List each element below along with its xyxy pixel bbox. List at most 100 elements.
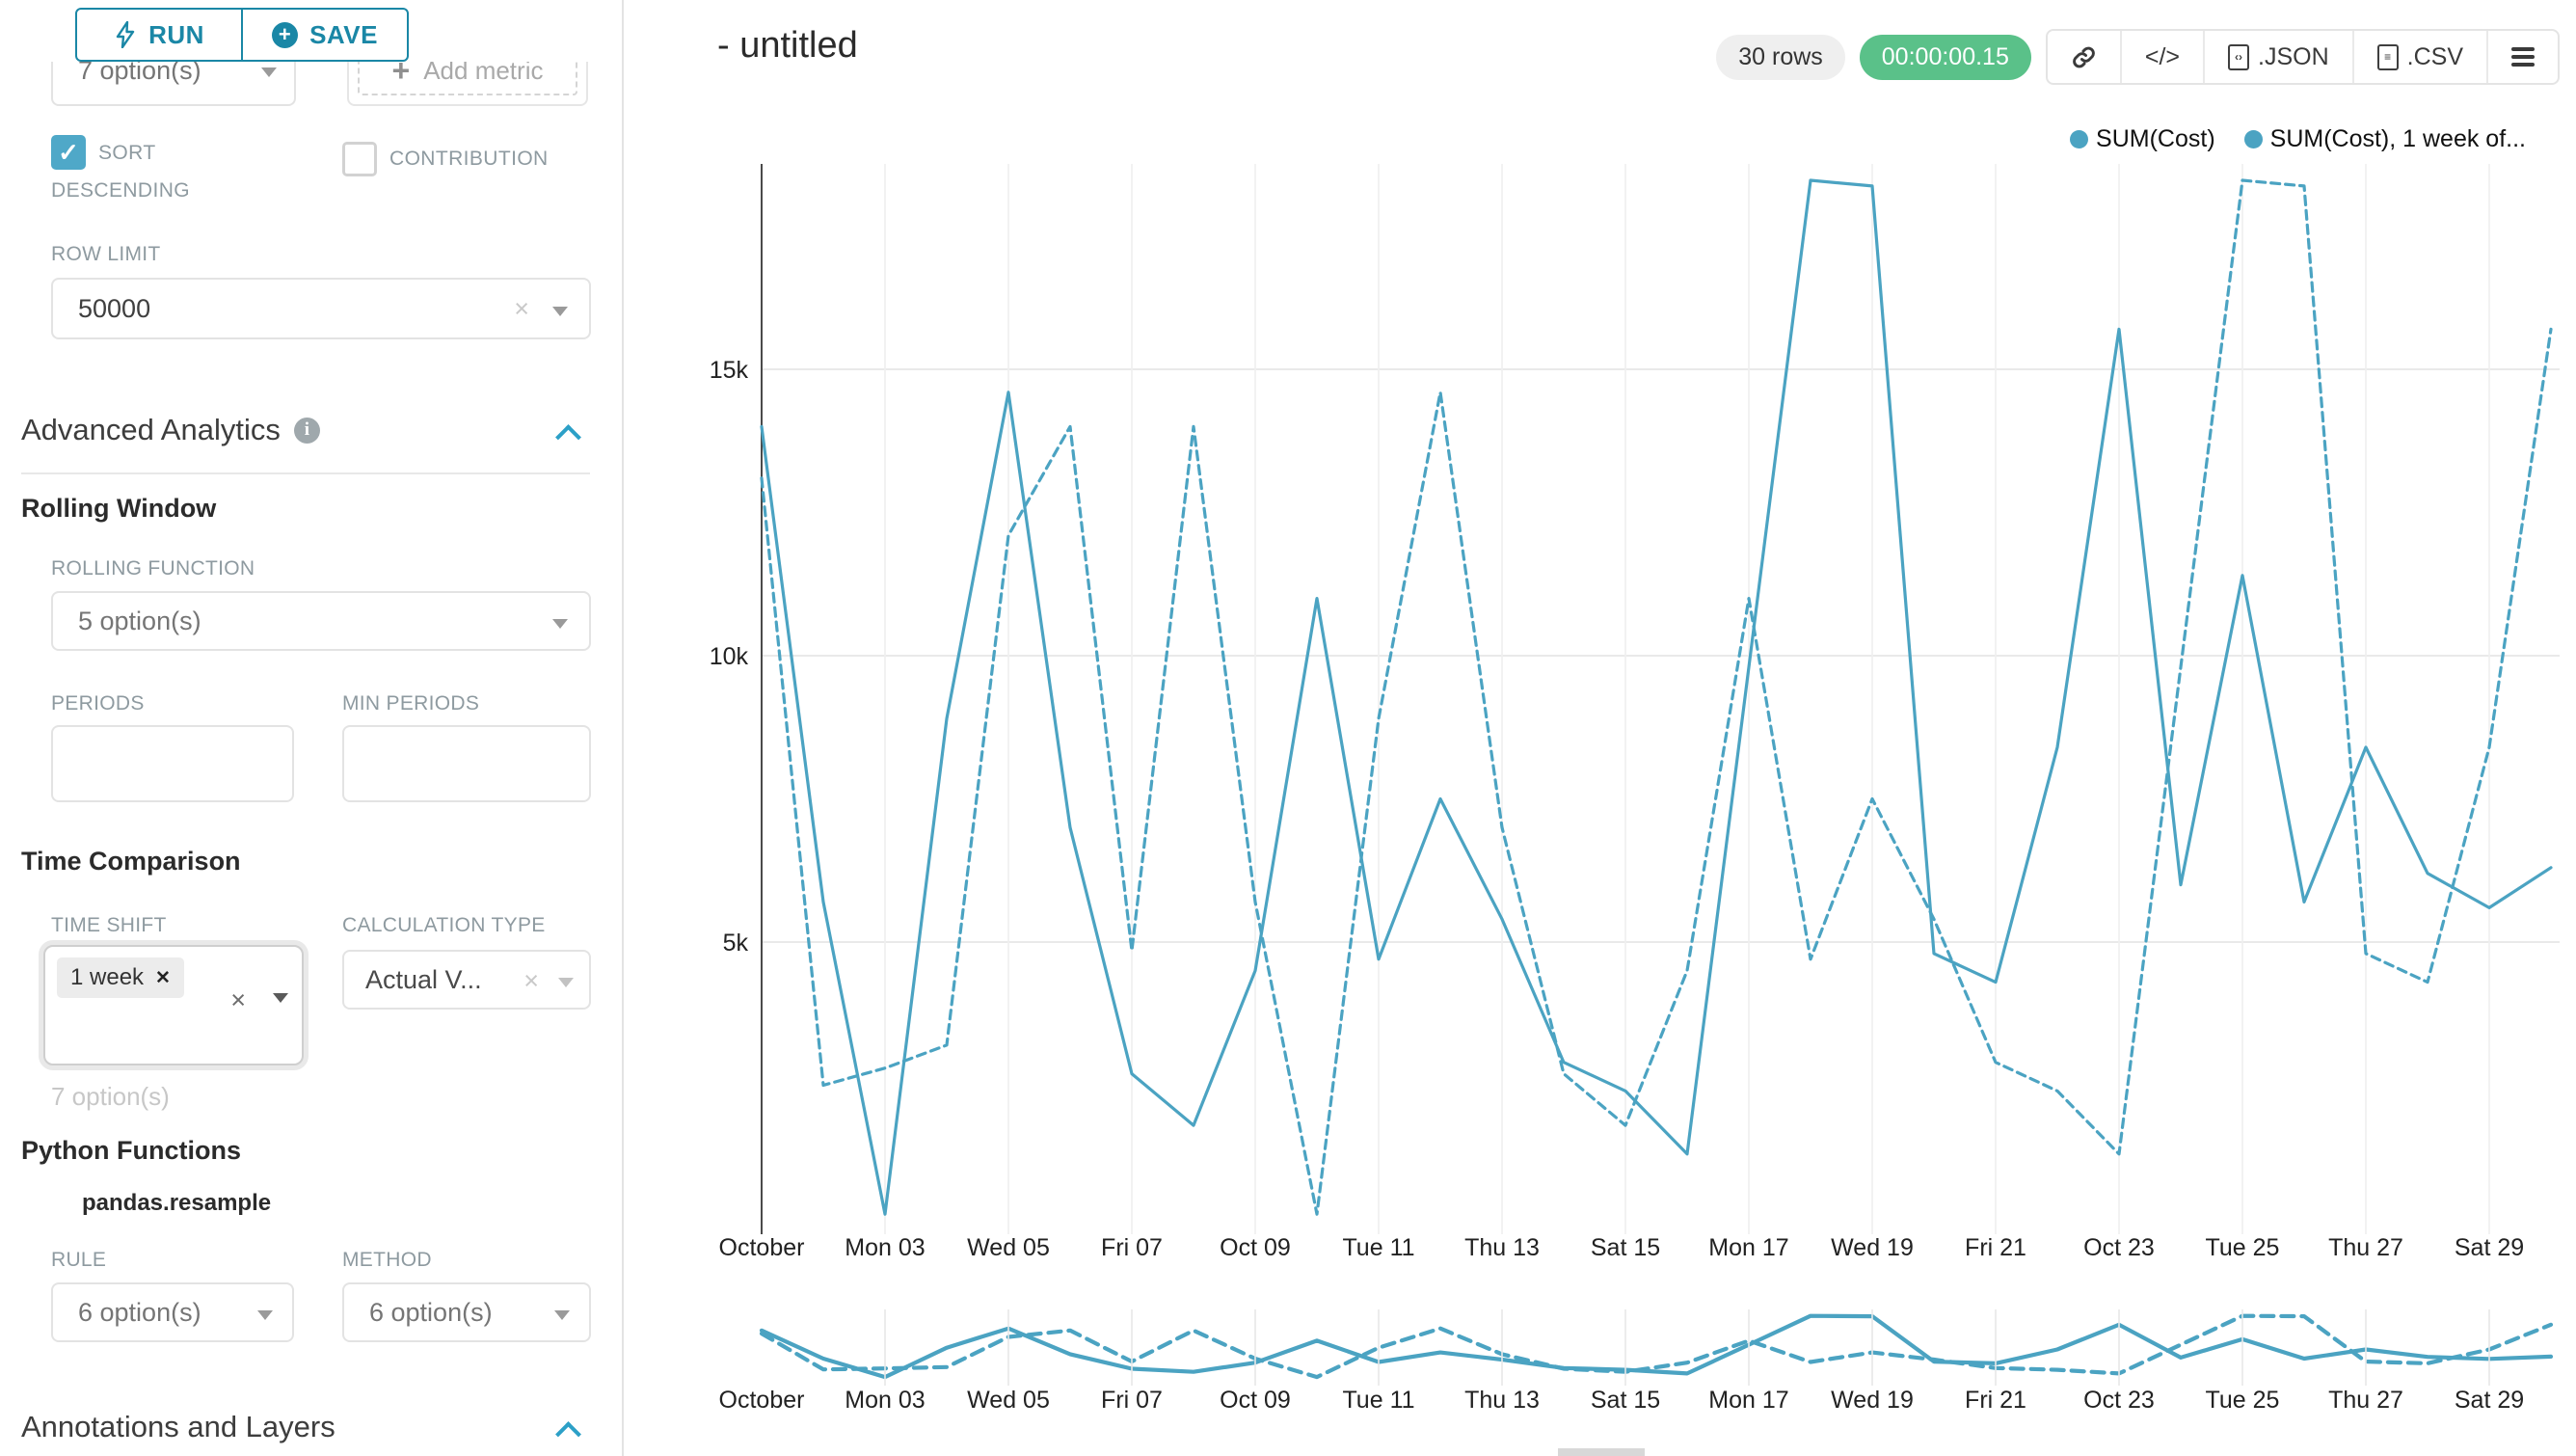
remove-tag-icon[interactable]: ✕ [155,967,171,988]
lightning-bolt-icon [116,21,135,48]
mini-x-axis-tick-label: Sat 15 [1591,1387,1660,1414]
chevron-down-icon[interactable] [273,993,288,1003]
code-icon: </> [2144,42,2181,70]
mini-x-axis-tick-label: Tue 11 [1342,1387,1414,1414]
chart-panel: - untitled 30 rows 00:00:00.15 </> ‹› .J… [636,0,2576,1456]
line-chart[interactable]: 5k 10k 15k October October Mon 03 Mon 03 Wed 05… [636,125,2576,1456]
method-select[interactable]: 6 option(s) [342,1282,591,1342]
mini-x-axis-tick-label: Wed 19 [1831,1387,1914,1414]
info-icon[interactable]: i [293,417,320,444]
method-value: 6 option(s) [369,1297,493,1327]
row-limit-value: 50000 [78,293,151,323]
chevron-down-icon[interactable] [558,978,574,987]
x-axis-tick-label: Tue 11 [1342,1234,1414,1261]
mini-x-axis-tick-label: Wed 05 [967,1387,1050,1414]
sort-descending-checkbox[interactable]: ✓ [51,135,86,170]
method-label: METHOD [342,1249,432,1271]
section-divider [21,472,590,474]
file-icon: ≡ [2376,43,2399,70]
rule-value: 6 option(s) [78,1297,201,1327]
contribution-checkbox[interactable] [342,142,377,176]
row-count-badge: 30 rows [1716,34,1845,80]
chevron-down-icon[interactable] [257,1310,273,1320]
x-axis-tick-label: Mon 03 [845,1234,925,1261]
export-csv-button[interactable]: ≡ .CSV [2351,31,2486,83]
rule-select[interactable]: 6 option(s) [51,1282,294,1342]
save-button[interactable]: + SAVE [243,10,407,60]
rolling-window-title: Rolling Window [21,494,217,523]
rolling-function-label: ROLLING FUNCTION [51,557,255,580]
series-offset [760,178,2553,1216]
time-shift-label: TIME SHIFT [51,914,167,936]
clear-icon[interactable]: × [230,985,246,1014]
chevron-down-icon[interactable] [552,619,568,629]
file-code-icon: ‹› [2228,43,2250,70]
min-periods-label: MIN PERIODS [342,692,480,715]
mini-x-axis-tick-label: Thu 27 [2328,1387,2403,1414]
legend-item-sum-cost-offset[interactable]: SUM(Cost), 1 week of... [2243,125,2526,153]
legend-item-sum-cost[interactable]: SUM(Cost) [2070,125,2215,153]
mini-series-offset [759,1313,2554,1380]
mini-x-axis-tick-label: Oct 09 [1220,1387,1291,1414]
legend-dot [2070,130,2089,148]
chevron-down-icon[interactable] [554,1310,570,1320]
export-button-group: </> ‹› .JSON ≡ .CSV [2045,29,2560,85]
mini-x-axis-tick-label: Tue 25 [2206,1387,2280,1414]
export-csv-label: .CSV [2406,42,2463,70]
hamburger-icon [2511,43,2535,70]
periods-input[interactable] [51,725,294,802]
mini-x-axis-tick-label: Sat 29 [2455,1387,2524,1414]
legend-label: SUM(Cost), 1 week of... [2269,125,2526,152]
time-shift-select[interactable]: 1 week ✕ × [43,945,304,1065]
chevron-up-icon[interactable] [555,424,581,450]
calculation-type-label: CALCULATION TYPE [342,914,546,936]
time-shift-tag-label: 1 week [70,964,145,990]
mini-x-axis-tick-label: Oct 23 [2083,1387,2155,1414]
contribution-label: CONTRIBUTION [389,148,549,170]
view-query-button[interactable]: </> [2119,31,2203,83]
rule-label: RULE [51,1249,107,1271]
row-limit-label: ROW LIMIT [51,243,161,265]
x-axis-tick-label: Wed 19 [1831,1234,1914,1261]
x-axis-tick-label: Fri 21 [1965,1234,2026,1261]
export-json-label: .JSON [2258,42,2329,70]
mini-x-axis-tick-label: Mon 03 [845,1387,925,1414]
calculation-type-select[interactable]: Actual V... × [342,950,591,1010]
chart-header-actions: 30 rows 00:00:00.15 </> ‹› .JSON ≡ [1716,29,2560,85]
query-timer-badge: 00:00:00.15 [1859,34,2031,80]
row-limit-select[interactable]: 50000 × [51,278,591,339]
rolling-function-value: 5 option(s) [78,606,201,635]
time-shift-helper: 7 option(s) [51,1082,170,1111]
chevron-up-icon[interactable] [555,1421,581,1447]
min-periods-input[interactable] [342,725,591,802]
contribution-control: CONTRIBUTION [342,142,549,176]
save-button-label: SAVE [309,19,378,49]
export-json-button[interactable]: ‹› .JSON [2203,31,2352,83]
share-link-button[interactable] [2048,31,2120,83]
advanced-analytics-title: Advanced Analytics [21,413,281,446]
sort-descending-label: SORT DESCENDING [51,142,191,202]
query-header-bar: RUN + SAVE [0,0,620,62]
run-button[interactable]: RUN [77,10,243,60]
chart-title[interactable]: - untitled [717,25,858,66]
clear-icon[interactable]: × [523,966,539,995]
rolling-function-select[interactable]: 5 option(s) [51,591,591,651]
clear-icon[interactable]: × [514,294,529,323]
pandas-resample-label: pandas.resample [82,1190,272,1216]
x-axis-tick-label: Mon 17 [1708,1234,1788,1261]
plus-circle-icon: + [272,21,299,48]
more-options-button[interactable] [2486,31,2558,83]
legend-dot [2243,130,2263,148]
x-axis-tick-label: Oct 23 [2083,1234,2155,1261]
advanced-analytics-header[interactable]: Advanced Analytics i [21,413,320,447]
x-axis-tick-label: Oct 09 [1220,1234,1291,1261]
y-axis-tick-label: 15k [710,357,749,384]
mini-chart-handle[interactable] [1558,1448,1645,1456]
annotations-layers-header[interactable]: Annotations and Layers [21,1410,335,1444]
chevron-down-icon[interactable] [261,67,277,77]
time-comparison-title: Time Comparison [21,847,241,876]
chart-legend: SUM(Cost) SUM(Cost), 1 week of... [2070,125,2526,153]
periods-label: PERIODS [51,692,145,715]
chevron-down-icon[interactable] [552,307,568,316]
